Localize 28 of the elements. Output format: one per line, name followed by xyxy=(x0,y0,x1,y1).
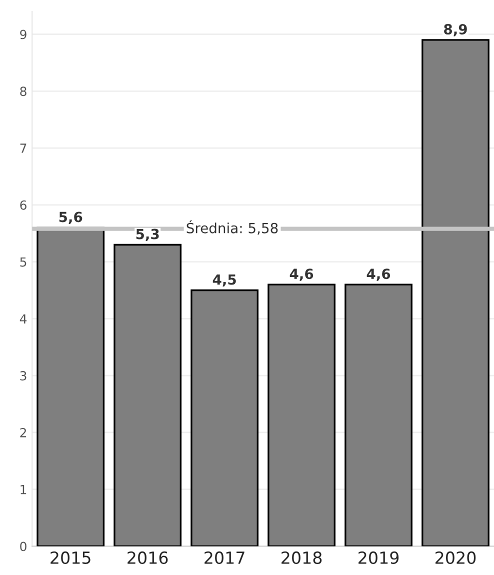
bar xyxy=(268,284,336,546)
y-tick-label: 3 xyxy=(20,371,26,381)
y-tick-label: 0 xyxy=(20,542,26,552)
x-tick-label: 2018 xyxy=(282,551,322,564)
y-tick-label: 6 xyxy=(20,200,26,210)
bar xyxy=(190,289,258,546)
bar xyxy=(344,284,412,546)
y-tick-label: 2 xyxy=(20,428,26,438)
y-tick-label: 7 xyxy=(20,144,26,153)
x-tick-label: 2019 xyxy=(358,551,399,564)
data-label: 4,6 xyxy=(290,268,314,281)
data-label: 5,3 xyxy=(136,228,159,242)
x-tick-label: 2015 xyxy=(50,551,90,564)
bar xyxy=(114,244,182,546)
data-label: 8,9 xyxy=(444,24,467,36)
y-tick-label: 1 xyxy=(20,484,26,494)
ref-line-label: Średnia: 5,58 xyxy=(186,220,278,235)
data-label: 5,6 xyxy=(59,212,82,224)
x-tick-label: 2016 xyxy=(128,551,168,564)
x-tick-label: 2017 xyxy=(204,551,244,564)
y-tick-label: 5 xyxy=(20,257,26,267)
data-label: 4,6 xyxy=(366,268,390,281)
x-tick-label: 2020 xyxy=(436,551,476,564)
bar xyxy=(422,39,490,546)
y-tick-label: 8 xyxy=(20,86,26,96)
y-tick-label: 9 xyxy=(20,30,26,40)
y-tick-label: 4 xyxy=(20,314,27,324)
data-label: 4,5 xyxy=(212,274,236,287)
